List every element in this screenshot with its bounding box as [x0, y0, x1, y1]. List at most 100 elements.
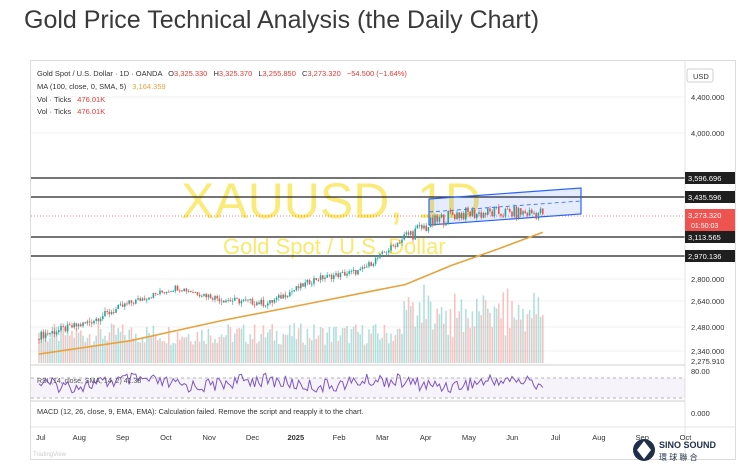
candle-body — [194, 292, 196, 293]
candle-body — [95, 318, 97, 321]
candle-body — [99, 319, 102, 322]
candle-body — [80, 324, 82, 327]
price-tag-bg — [685, 250, 735, 262]
candle-body — [447, 210, 449, 224]
candle-body — [159, 290, 161, 295]
volume-bar — [91, 344, 93, 363]
volume-bar — [517, 304, 520, 363]
candle-body — [401, 239, 403, 243]
volume-bar — [152, 325, 155, 363]
candle-body — [337, 273, 339, 278]
price-label: 4,000.000 — [691, 129, 724, 138]
volume-bar — [234, 333, 236, 363]
time-label: Feb — [333, 433, 346, 442]
volume-bar — [146, 327, 148, 363]
chart-frame[interactable]: XAUUSD, 1D Gold Spot / U.S. Dollar Gold … — [30, 60, 736, 460]
volume-bar — [385, 332, 388, 363]
volume-bar — [139, 342, 141, 363]
volume-bar — [185, 336, 188, 363]
candle-body — [359, 268, 361, 271]
candle-body — [520, 208, 522, 215]
candle-body — [284, 294, 287, 298]
volume-bar — [95, 335, 97, 363]
support-resistance-levels — [31, 177, 685, 257]
volume-bar — [363, 344, 366, 363]
candle-body — [207, 294, 210, 298]
candle-body — [223, 300, 225, 303]
currency-button[interactable] — [686, 68, 714, 83]
volume-bar — [225, 335, 227, 363]
candle-body — [238, 298, 240, 304]
candle-body — [143, 298, 146, 301]
current-tag-bg — [685, 209, 735, 232]
candle-body — [443, 214, 445, 226]
time-axis[interactable]: Jul Aug Sep Oct Nov Dec 2025 Feb Mar Apr May Jun Jul… — [31, 426, 735, 442]
candle-body — [102, 316, 104, 320]
candle-body — [121, 304, 124, 307]
price-label: 2,340.000 — [691, 347, 724, 356]
candle-body — [117, 304, 119, 309]
legend-vol1-label: Vol · Ticks — [37, 95, 71, 104]
candle-body — [198, 294, 201, 297]
candle-body — [201, 295, 203, 297]
candle-body — [498, 206, 500, 214]
candle-body — [282, 294, 284, 299]
candle-body — [234, 297, 236, 301]
sino-sound-logo: SINO SOUND 環 球 聯 合 — [632, 435, 732, 470]
candle-body — [414, 228, 416, 240]
candle-body — [511, 211, 513, 217]
time-label: Jun — [506, 433, 518, 442]
time-label: Aug — [73, 433, 86, 442]
volume-bar — [348, 343, 350, 363]
volume-bar — [135, 333, 137, 363]
volume-bar — [264, 337, 267, 363]
candle-body — [449, 210, 452, 213]
volume-bars — [38, 284, 544, 363]
volume-bar — [493, 306, 496, 363]
volume-bar — [86, 337, 89, 363]
volume-bar — [183, 337, 185, 363]
volume-bar — [480, 315, 482, 363]
volume-bar — [71, 330, 73, 363]
candle-body — [313, 278, 315, 284]
candle-body — [319, 275, 322, 281]
price-tag: 2,970.136 — [688, 252, 721, 261]
time-label: Oct — [680, 433, 693, 442]
volume-bar — [128, 329, 130, 363]
price-axis[interactable]: USD 4,400.000 4,000.000 2,800.000 2,640.000… — [684, 61, 735, 459]
legend-low: 3,255.850 — [263, 69, 296, 78]
candle-body — [209, 294, 212, 299]
volume-bar — [115, 334, 117, 363]
candle-body — [212, 298, 214, 300]
volume-bar — [176, 331, 179, 363]
candle-body — [88, 321, 91, 323]
candle-body — [216, 296, 218, 299]
candle-body — [350, 270, 353, 272]
volume-bar — [317, 335, 320, 363]
volume-bar — [227, 324, 229, 363]
volume-bar — [324, 344, 326, 363]
candle-body — [374, 258, 377, 264]
volume-bar — [346, 325, 348, 363]
volume-bar — [368, 329, 370, 363]
volume-bar — [515, 319, 518, 363]
candle-body — [421, 225, 423, 229]
candle-body — [82, 322, 84, 327]
currency-label[interactable]: USD — [693, 72, 709, 81]
candle-body — [482, 212, 485, 218]
candle-body — [108, 311, 111, 315]
candle-body — [357, 270, 359, 275]
candle-body — [47, 333, 49, 335]
volume-bar — [236, 328, 238, 363]
candle-body — [106, 311, 108, 312]
volume-bar — [190, 341, 192, 363]
volume-bar — [537, 297, 540, 363]
candle-body — [64, 326, 67, 332]
volume-bar — [491, 327, 493, 363]
volume-bar — [207, 328, 210, 363]
macd-label: MACD (12, 26, close, 9, EMA, EMA): Calcu… — [37, 407, 363, 416]
volume-bar — [454, 293, 456, 363]
volume-bar — [148, 332, 150, 363]
candle-body — [249, 299, 251, 300]
candlestick-chart[interactable]: XAUUSD, 1D Gold Spot / U.S. Dollar Gold … — [31, 61, 735, 459]
